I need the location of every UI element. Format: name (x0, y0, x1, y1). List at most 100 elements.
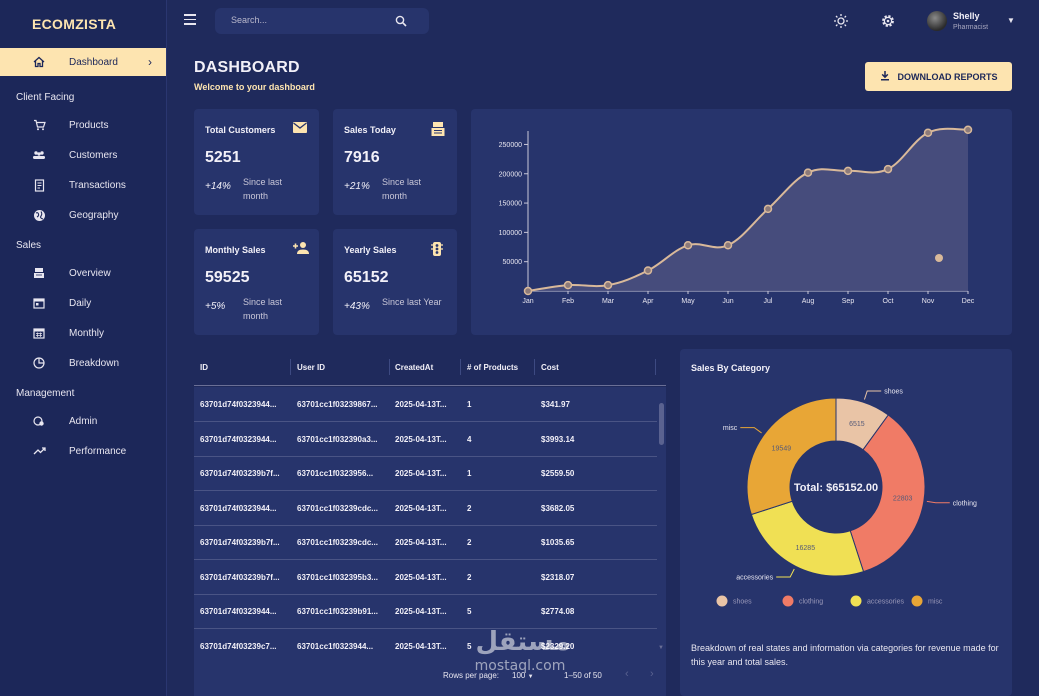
settings-icon[interactable] (880, 13, 896, 29)
caret-down-icon[interactable]: ▼ (1007, 16, 1015, 25)
stat-card-sales-today: Sales Today 7916 +21% Since last month (333, 109, 457, 215)
column-header[interactable]: ID (200, 363, 208, 372)
table-row[interactable]: 63701d74f03239b7f... 63701cc1f0323956... 2… (194, 456, 657, 491)
column-separator[interactable] (534, 359, 535, 375)
donut-slice (849, 414, 926, 573)
leader-line (926, 500, 950, 504)
x-tick-label: Jan (522, 298, 533, 305)
column-header[interactable]: User ID (297, 363, 326, 372)
table-cell: $2774.08 (541, 607, 575, 616)
table-cell: 63701d74f0323944... (200, 607, 277, 616)
table-cell: $1035.65 (541, 538, 575, 547)
sidebar-item-daily[interactable]: Daily (0, 288, 166, 318)
search-box[interactable] (215, 8, 429, 34)
stat-card-total-customers: Total Customers 5251 +14% Since last mon… (194, 109, 319, 215)
column-separator[interactable] (460, 359, 461, 375)
table-cell: 63701cc1f032390a3... (297, 434, 378, 444)
calendar-month-icon (32, 326, 46, 340)
table-cell: $3993.14 (541, 434, 575, 444)
column-separator[interactable] (655, 359, 656, 375)
download-reports-button[interactable]: DOWNLOAD REPORTS (865, 62, 1012, 91)
donut-total-label: Total: $65152.00 (794, 482, 878, 494)
prev-page-icon[interactable]: ‹ (625, 668, 629, 680)
sidebar-item-label: Transactions (69, 179, 126, 191)
watermark-logo: مستقل mostaql.com (458, 620, 588, 681)
sidebar-item-label: Admin (69, 415, 98, 427)
x-tick-label: Jul (764, 298, 773, 305)
table-row[interactable]: 63701d74f03239b7f... 63701cc1f03239cdc...… (194, 525, 657, 560)
pagination-range: 1–50 of 50 (564, 671, 602, 680)
sidebar-item-geography[interactable]: Geography (0, 200, 166, 230)
table-cell: 63701d74f03239b7f... (200, 572, 280, 582)
data-point (563, 280, 573, 290)
table-row[interactable]: 63701d74f0323944... 63701cc1f03239867... 2… (194, 387, 657, 422)
stat-card-yearly-sales: Yearly Sales 65152 +43% Since last Year (333, 229, 457, 335)
table-cell: 2 (467, 503, 472, 513)
sidebar-item-label: Geography (69, 209, 119, 221)
stat-title: Sales Today (344, 125, 396, 135)
x-tick-label: Apr (643, 298, 655, 305)
sidebar-item-performance[interactable]: Performance (0, 436, 166, 466)
data-point (683, 241, 693, 250)
table-body: 63701d74f0323944... 63701cc1f03239867... 2… (194, 387, 657, 657)
card-title: Sales By Category (691, 363, 771, 373)
table-row[interactable]: 63701d74f03239c7... 63701cc1f0323944... 20… (194, 629, 657, 658)
user-menu[interactable]: Shelly Pharmacist ▼ (927, 9, 1027, 35)
column-separator[interactable] (290, 359, 291, 375)
data-point (883, 164, 893, 174)
menu-icon[interactable] (184, 14, 196, 25)
x-tick-label: Jun (722, 298, 733, 305)
data-point (843, 166, 853, 176)
legend-marker (716, 595, 728, 607)
sidebar-item-breakdown[interactable]: Breakdown (0, 348, 166, 378)
table-cell: 2 (467, 538, 472, 547)
table-row[interactable]: 63701d74f03239b7f... 63701cc1f032395b3...… (194, 560, 657, 595)
slice-name-label: misc (723, 425, 738, 432)
sidebar-item-label: Monthly (69, 327, 105, 339)
light-mode-icon[interactable] (833, 13, 849, 29)
table-row[interactable]: 63701d74f0323944... 63701cc1f03239b91... 2… (194, 594, 657, 629)
download-reports-label: DOWNLOAD REPORTS (897, 71, 998, 82)
table-cell: $2559.50 (541, 469, 575, 478)
sales-line-chart: 50000 100000 150000 200000 250000 Jan Feb Mar Ap… (499, 125, 975, 305)
slice-name-label: accessories (736, 575, 773, 582)
scroll-down-icon[interactable]: ▼ (658, 645, 664, 651)
section-client-facing: Client Facing (16, 91, 75, 103)
donut-description: Breakdown of real states and information… (691, 643, 999, 667)
table-row[interactable]: 63701d74f0323944... 63701cc1f032390a3... 2… (194, 422, 657, 457)
table-cell: 63701cc1f03239b91... (297, 607, 378, 616)
column-header[interactable]: Cost (541, 363, 559, 372)
sidebar-item-products[interactable]: Products (0, 110, 166, 140)
data-point (523, 286, 533, 296)
search-input[interactable] (231, 15, 381, 25)
svg-text:مستقل: مستقل (475, 627, 570, 657)
column-header[interactable]: # of Products (467, 363, 519, 372)
column-separator[interactable] (389, 359, 390, 375)
series-area (528, 128, 968, 291)
table-row[interactable]: 63701d74f0323944... 63701cc1f03239cdc... 2… (194, 491, 657, 526)
cart-icon (32, 118, 46, 132)
download-icon (880, 70, 890, 83)
stat-increase: +14% (205, 181, 231, 192)
column-header[interactable]: CreatedAt (395, 363, 434, 372)
sidebar-item-customers[interactable]: Customers (0, 140, 166, 170)
sidebar-item-transactions[interactable]: Transactions (0, 170, 166, 200)
stat-title: Yearly Sales (344, 245, 397, 255)
stat-value: 59525 (205, 269, 250, 286)
leader-line (776, 568, 795, 578)
sidebar-item-admin[interactable]: Admin (0, 406, 166, 436)
table-cell: 2025-04-13T... (395, 641, 447, 651)
slice-value-label: 6515 (849, 421, 865, 428)
table-scrollbar[interactable]: ▼ (657, 387, 666, 657)
y-tick-label: 150000 (499, 201, 522, 208)
x-tick-label: Sep (842, 298, 855, 305)
sidebar-item-monthly[interactable]: Monthly (0, 318, 166, 348)
next-page-icon[interactable]: › (650, 668, 654, 680)
rows-per-page-select[interactable]: 100 ▼ (512, 671, 534, 680)
sidebar-item-dashboard[interactable]: Dashboard › (0, 48, 166, 76)
sidebar-item-overview[interactable]: Overview (0, 258, 166, 288)
scrollbar-thumb[interactable] (659, 403, 664, 445)
table-cell: 2025-04-13T... (395, 538, 447, 547)
sidebar-item-label: Products (69, 119, 109, 131)
search-icon[interactable] (395, 14, 407, 32)
